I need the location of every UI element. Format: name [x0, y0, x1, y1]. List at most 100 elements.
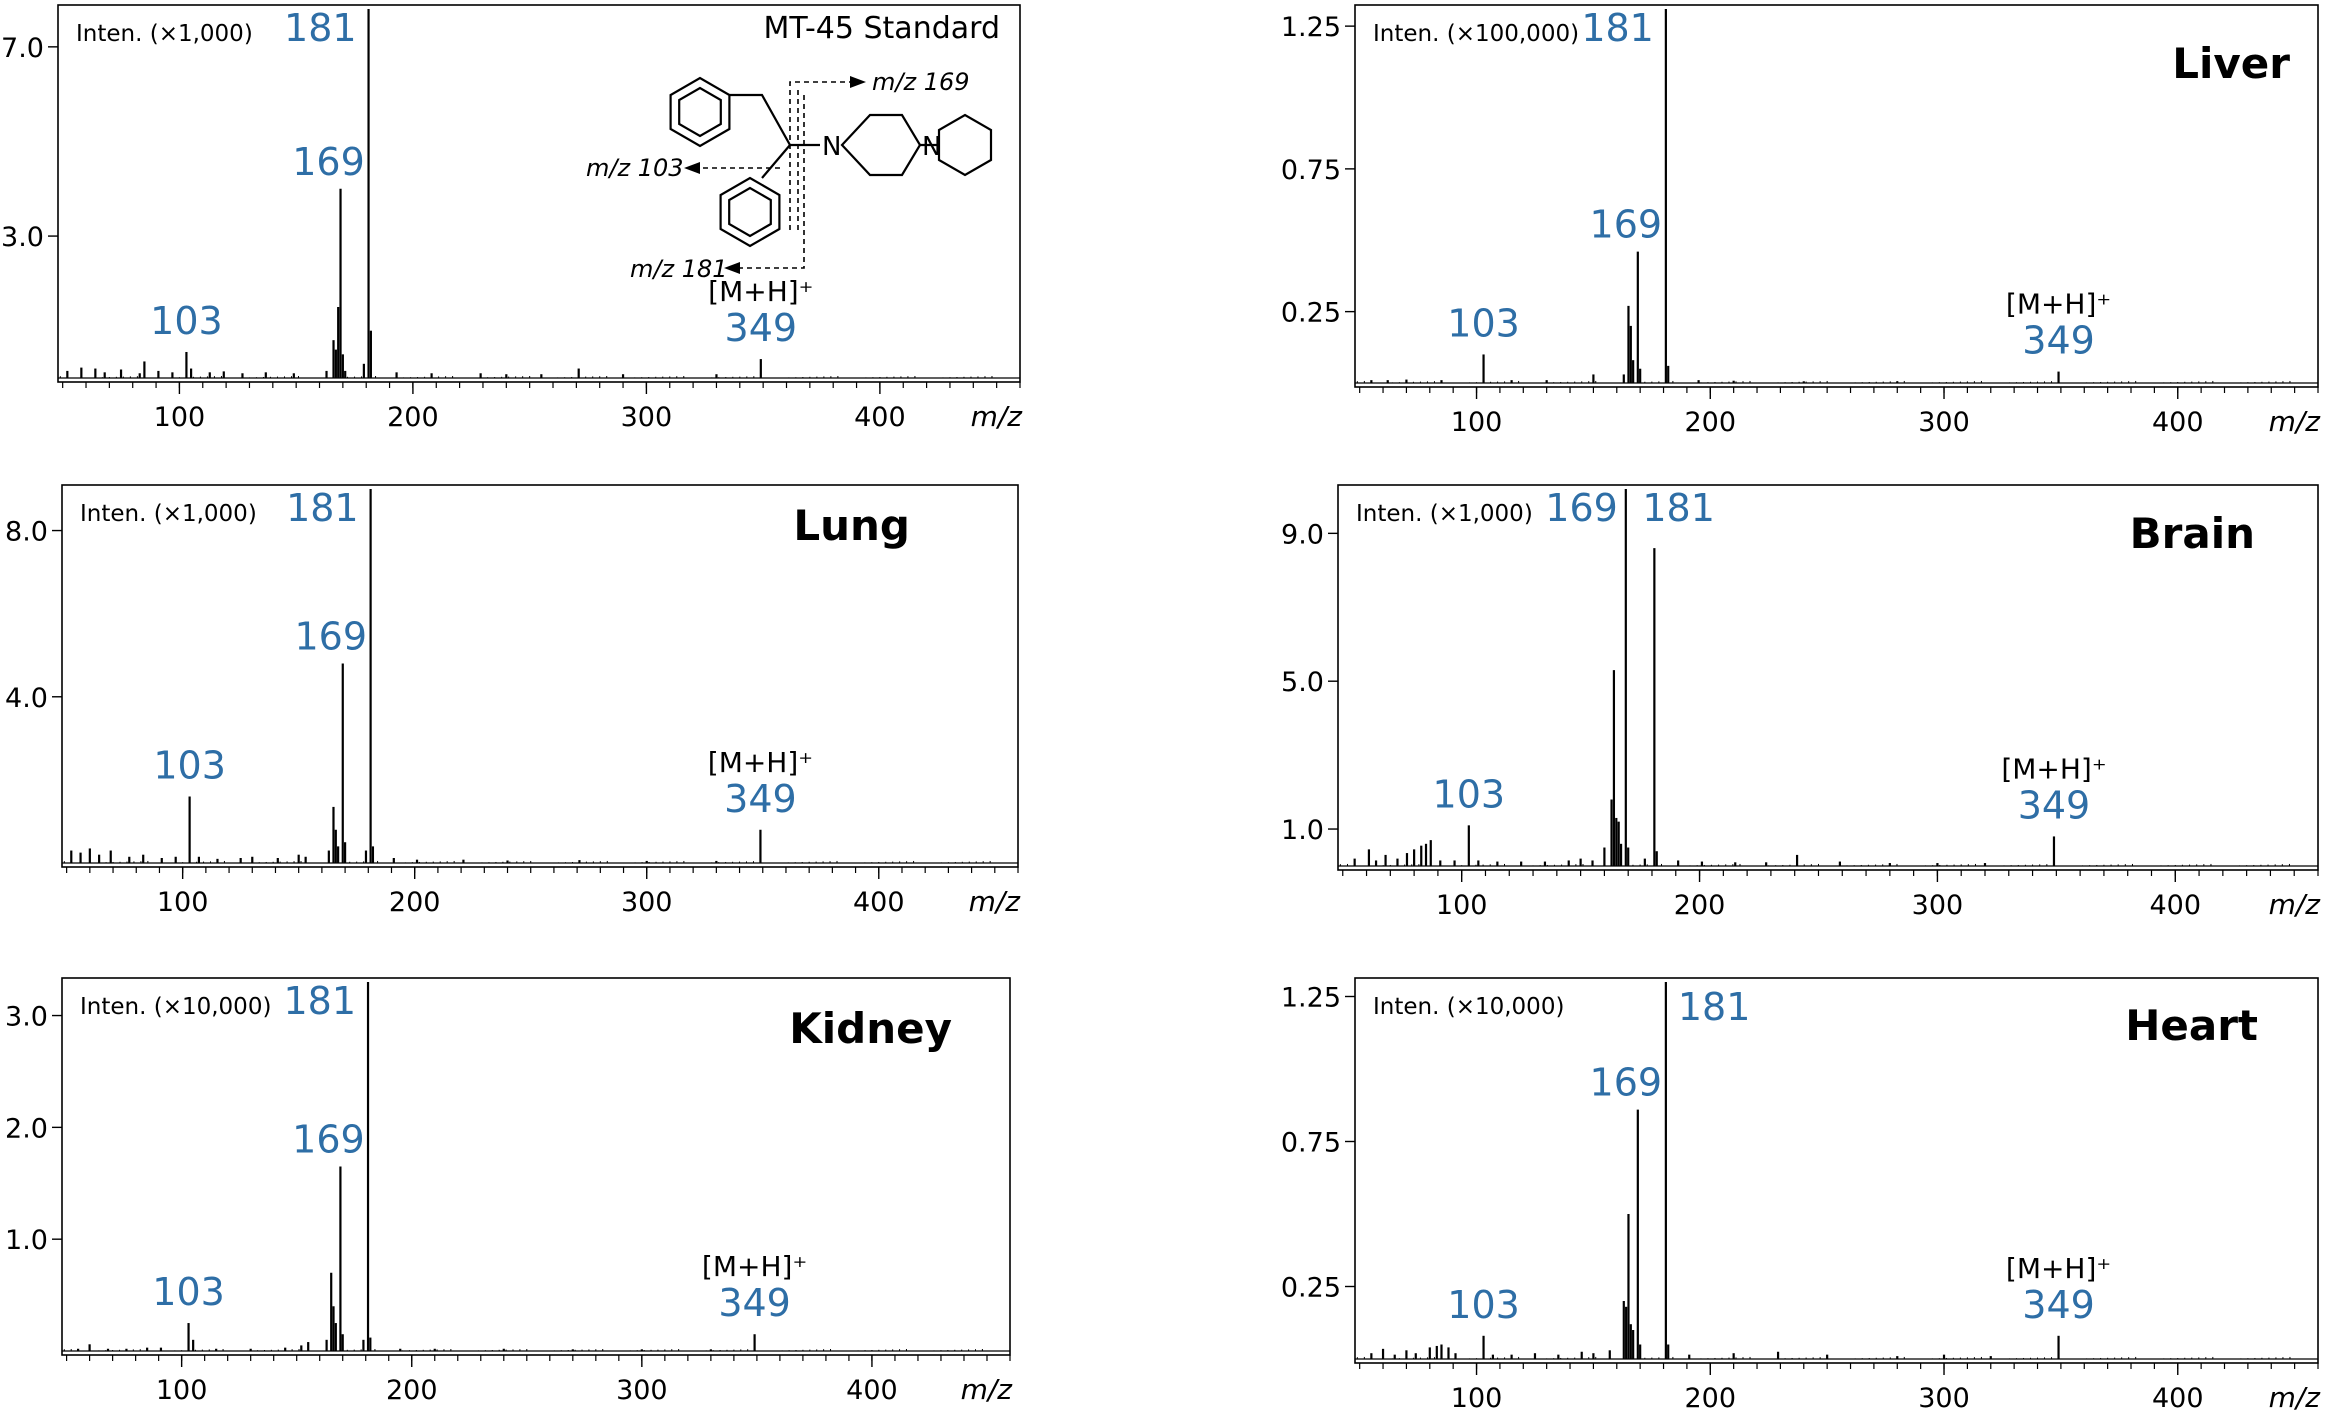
y-tick-label: 0.75	[1281, 1128, 1341, 1159]
x-tick-label: 100	[157, 887, 209, 918]
arrowhead	[850, 76, 866, 88]
y-tick-label: 1.25	[1281, 983, 1341, 1014]
intensity-label: Inten. (×100,000)	[1373, 21, 1579, 47]
fragment-label: m/z 103	[586, 154, 684, 182]
panel-title: Heart	[2125, 1001, 2258, 1050]
panel-title: MT-45 Standard	[764, 11, 1000, 46]
intensity-label: Inten. (×10,000)	[1373, 994, 1564, 1020]
y-tick-label: 0.25	[1281, 1273, 1341, 1304]
piperazine-ring	[840, 113, 922, 177]
fragment-line-169	[789, 81, 850, 230]
benzene-ring-inner	[678, 86, 722, 138]
arrowhead	[724, 262, 740, 274]
x-tick-label: 400	[2152, 407, 2204, 438]
peak-label: 181	[1581, 6, 1654, 50]
peak-label: 349	[718, 1281, 791, 1325]
x-axis-label: m/z	[971, 400, 1024, 433]
x-tick-label: 100	[1451, 407, 1503, 438]
spectrum-panel-0: 100 200 300 400 m/z 7.0 3.0 Inten. (×1,000) MT-4…	[1, 4, 1024, 433]
nitrogen-atom: N	[822, 132, 841, 162]
fragment-line-181	[740, 95, 805, 269]
peak-label: 181	[1642, 486, 1715, 530]
x-tick-label: 200	[386, 1375, 438, 1406]
x-tick-label: 400	[854, 402, 906, 433]
peak-label: 181	[283, 979, 356, 1023]
x-axis-label: m/z	[961, 1373, 1014, 1406]
y-tick-label: 1.0	[5, 1225, 48, 1256]
peak-label: 181	[286, 486, 359, 530]
x-tick-label: 300	[1918, 1383, 1970, 1414]
y-tick-label: 1.0	[1281, 815, 1324, 846]
peak-label: 349	[2022, 319, 2095, 363]
molecular-ion-label: [M+H]⁺	[2006, 288, 2111, 321]
peak-label: 169	[1545, 486, 1618, 530]
y-tick-label: 0.75	[1281, 155, 1341, 186]
peak-label: 181	[284, 6, 357, 50]
plot-frame	[61, 977, 1011, 1356]
x-tick-label: 200	[1685, 1383, 1737, 1414]
intensity-label: Inten. (×1,000)	[1356, 501, 1533, 527]
peak-label: 103	[153, 744, 226, 788]
x-axis-label: m/z	[2269, 405, 2322, 438]
x-tick-label: 200	[1674, 890, 1726, 921]
peak-label: 169	[1590, 203, 1663, 247]
x-axis-label: m/z	[2269, 888, 2322, 921]
benzene-ring-inner	[728, 186, 772, 238]
fragment-label: m/z 169	[872, 68, 970, 96]
plot-frame	[57, 4, 1021, 383]
peak-label: 169	[292, 1118, 365, 1162]
intensity-label: Inten. (×10,000)	[80, 994, 271, 1020]
peak-label: 181	[1678, 985, 1751, 1029]
cyclohexane-ring	[937, 113, 993, 177]
molecular-ion-label: [M+H]⁺	[2001, 752, 2106, 785]
x-tick-label: 400	[853, 887, 905, 918]
x-tick-label: 300	[1912, 890, 1964, 921]
nitrogen-atom: N	[922, 132, 941, 162]
x-tick-label: 200	[389, 887, 441, 918]
x-tick-label: 300	[1918, 407, 1970, 438]
fragment-arrows	[700, 81, 850, 269]
y-tick-label: 1.25	[1281, 12, 1341, 43]
x-tick-label: 300	[616, 1375, 668, 1406]
x-tick-label: 400	[2152, 1383, 2204, 1414]
x-axis-label: m/z	[969, 885, 1022, 918]
panel-title: Liver	[2172, 39, 2290, 88]
peak-label: 169	[295, 615, 368, 659]
peak-label: 349	[725, 306, 798, 350]
plot-frame	[1337, 484, 2319, 871]
chain-bond	[729, 93, 820, 147]
peak-label: 349	[2022, 1283, 2095, 1327]
peak-label: 349	[2018, 783, 2091, 827]
benzene-ring	[719, 176, 781, 248]
arrowhead	[684, 162, 700, 174]
peak-label: 103	[1433, 772, 1506, 816]
spectrum-panel-3: 100 200 300 400 m/z 9.0 5.0 1.0 Inten. (×1,000) B…	[1281, 484, 2322, 921]
x-tick-label: 300	[621, 402, 673, 433]
peak-label: 349	[724, 777, 797, 821]
intensity-label: Inten. (×1,000)	[80, 501, 257, 527]
spectrum-panel-2: 100 200 300 400 m/z 8.0 4.0 Inten. (×1,000) Lung…	[5, 484, 1022, 918]
spectrum-panel-4: 100 200 300 400 m/z 3.0 2.0 1.0 Inten. (×10,000)…	[5, 977, 1014, 1406]
y-tick-label: 4.0	[5, 683, 48, 714]
x-axis-label: m/z	[2269, 1381, 2322, 1414]
x-tick-label: 100	[156, 1375, 208, 1406]
chain-bond	[761, 144, 791, 179]
plot-frame	[1354, 4, 2319, 388]
y-tick-label: 3.0	[1, 222, 44, 253]
fragment-label: m/z 181	[630, 255, 728, 283]
y-tick-label: 7.0	[1, 33, 44, 64]
y-tick-label: 8.0	[5, 517, 48, 548]
y-tick-label: 3.0	[5, 1002, 48, 1033]
spectrum-panel-1: 100 200 300 400 m/z 1.25 0.75 0.25 Inten. (×100,…	[1281, 4, 2322, 438]
x-tick-label: 100	[1451, 1383, 1503, 1414]
panel-title: Lung	[793, 501, 910, 550]
x-tick-label: 100	[154, 402, 206, 433]
y-tick-label: 2.0	[5, 1113, 48, 1144]
panel-title: Brain	[2130, 509, 2255, 558]
spectrum-panel-5: 100 200 300 400 m/z 1.25 0.75 0.25 Inten. (×10,0…	[1281, 977, 2322, 1414]
molecular-ion-label: [M+H]⁺	[708, 746, 813, 779]
peak-label: 103	[150, 299, 223, 343]
y-tick-label: 9.0	[1281, 519, 1324, 550]
x-tick-label: 400	[846, 1375, 898, 1406]
